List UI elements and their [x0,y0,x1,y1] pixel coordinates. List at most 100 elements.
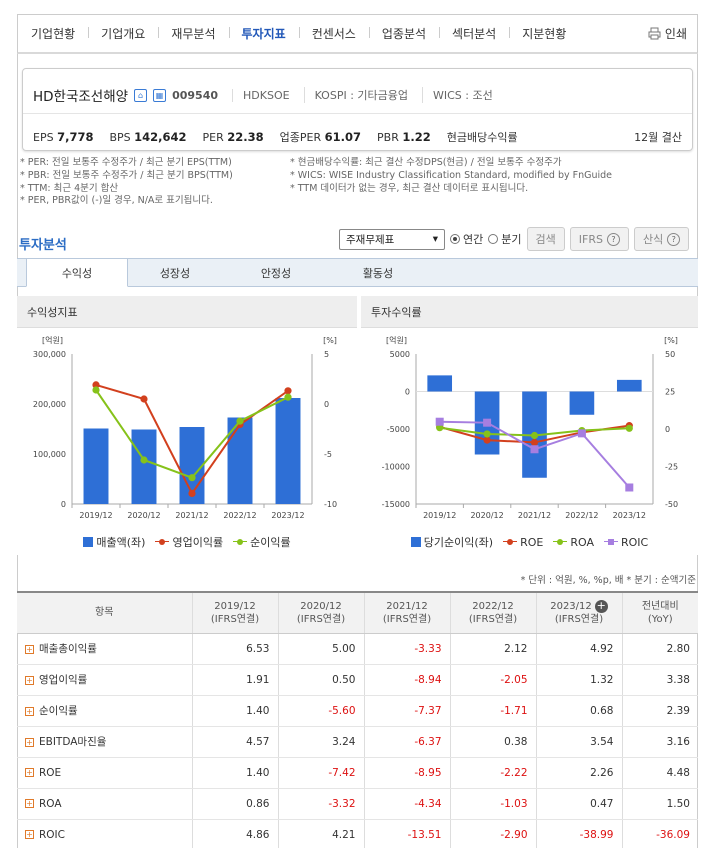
statement-select[interactable]: 주재무제표 ▾ [339,228,445,250]
x-tick-label: 2021/12 [518,511,551,520]
expand-row-icon[interactable]: + [25,675,34,685]
radio-annual[interactable]: 연간 [450,231,483,247]
table-cell: -5.60 [277,695,364,727]
settlement-month: 12월 결산 [634,131,682,144]
row-label[interactable]: + 매출총이익률 [17,633,192,665]
bar [616,379,642,392]
note-line: * WICS: WISE Industry Classification Sta… [290,169,612,181]
expand-plus-icon[interactable]: + [594,598,608,613]
data-point [483,436,491,444]
legend-revenue[interactable]: 매출액(좌) [83,534,145,550]
top-navigation: 기업현황 기업개요 재무분석 투자지표 컨센서스 업종분석 섹터분석 지분현황 … [17,14,698,54]
data-point [577,429,586,438]
table-cell: -8.95 [363,757,450,789]
right-tick-label: -10 [324,500,337,509]
legend-swatch [83,537,94,547]
tab-stability[interactable]: 안정성 [260,267,292,280]
data-point [188,489,196,497]
left-tick-label: -5000 [387,425,410,434]
expand-row-icon[interactable]: + [25,737,34,747]
x-tick-label: 2020/12 [470,511,503,520]
row-label[interactable]: + ROA [17,788,192,820]
legend-roe[interactable]: ROE [503,534,543,550]
chart-title: 수익성지표 [17,296,357,328]
return-chart-panel: 투자수익률 [억원] [%] 5000 0 -5000 -10000 -15000 50 25 0… [361,296,698,555]
left-tick-label: 0 [405,388,410,397]
chevron-down-icon: ▾ [432,233,438,245]
tab-profitability[interactable]: 수익성 [26,258,128,287]
nav-consensus[interactable]: 컨센서스 [298,25,369,42]
notes-left: * PER: 전일 보통주 수정주가 / 최근 분기 EPS(TTM) * PB… [20,157,233,208]
row-label[interactable]: + ROE [17,757,192,789]
bar [569,391,595,415]
data-point [236,417,244,425]
x-tick-label: 2023/12 [271,511,304,520]
formula-button[interactable]: 산식? [633,227,690,251]
row-label[interactable]: + 영업이익률 [17,664,192,696]
search-button[interactable]: 검색 [526,227,565,251]
data-point [140,456,148,464]
profitability-table: 항목 2019/12 (IFRS연결) 2020/12 (IFRS연결) 2021/… [17,591,698,848]
left-tick-label: 5000 [390,350,410,359]
expand-row-icon[interactable]: + [25,799,34,808]
table-cell: 1.50 [621,788,698,820]
table-cell: 6.53 [191,633,278,665]
nav-sector-analysis[interactable]: 섹터분석 [439,25,509,42]
nav-shareholding[interactable]: 지분현황 [509,25,579,42]
notes-right: * 현금배당수익률: 최근 결산 수정DPS(현금) / 전일 보통주 수정주가… [290,157,612,195]
expand-row-icon[interactable]: + [25,706,34,716]
table-cell: 2.39 [621,695,698,727]
left-tick-label: 100,000 [33,450,66,459]
help-icon: ? [667,232,681,246]
table-cell: 0.86 [191,788,278,820]
data-point [92,381,100,389]
legend-operating-margin[interactable]: 영업이익률 [155,534,223,550]
key-stats: EPS 7,778 BPS 142,642 PER 22.38 업종PER 61… [33,129,682,145]
legend-roa[interactable]: ROA [553,534,594,550]
nav-company-status[interactable]: 기업현황 [31,27,76,41]
data-point [92,386,100,394]
data-point [435,417,444,426]
print-button[interactable]: 인쇄 [648,25,687,42]
radio-quarter[interactable]: 분기 [488,231,522,247]
legend-roic[interactable]: ROIC [603,534,648,550]
nav-financial-analysis[interactable]: 재무분석 [158,25,228,42]
nav-investment-indicators[interactable]: 투자지표 [228,25,299,42]
nav-industry-analysis[interactable]: 업종분석 [368,25,439,42]
help-icon: ? [606,232,620,246]
table-cell: -1.71 [449,695,536,727]
section-title: 투자분석 [19,238,67,253]
row-label[interactable]: + EBITDA마진율 [17,726,192,758]
table-cell: 3.54 [535,726,622,758]
table-cell: 4.57 [191,726,278,758]
table-cell: 1.40 [191,757,278,789]
table-cell: 1.32 [535,664,622,696]
units-note: * 단위 : 억원, %, %p, 배 * 분기 : 순액기준 [520,575,696,586]
row-label[interactable]: + 순이익률 [17,695,192,727]
expand-row-icon[interactable]: + [25,644,34,654]
note-line: * PER: 전일 보통주 수정주가 / 최근 분기 EPS(TTM) [20,157,232,168]
home-icon[interactable]: ⌂ [134,88,148,102]
data-point [284,387,292,395]
profitability-chart: [억원] [%] 300,000 200,000 100,000 0 5 0 -5 -10 2019… [33,335,337,520]
formula-button-label: 산식 [642,233,664,246]
nav-company-overview[interactable]: 기업개요 [88,25,158,42]
building-icon[interactable]: ▦ [153,88,167,102]
tab-growth[interactable]: 성장성 [159,267,191,280]
legend-net-margin[interactable]: 순이익률 [233,534,291,550]
printer-icon [648,27,661,40]
expand-row-icon[interactable]: + [25,768,34,777]
table-cell: -2.22 [449,757,536,789]
table-cell: 0.47 [535,788,622,820]
ifrs-button-label: IFRS [578,232,603,246]
x-tick-label: 2021/12 [175,511,208,520]
row-label[interactable]: + ROIC [17,819,192,848]
tab-activity[interactable]: 활동성 [362,267,394,280]
table-header-row: 항목 2019/12 (IFRS연결) 2020/12 (IFRS연결) 2021/… [17,593,698,634]
legend-net-income[interactable]: 당기순이익(좌) [410,534,493,550]
expand-row-icon[interactable]: + [25,830,34,839]
ifrs-button[interactable]: IFRS? [569,227,629,251]
left-axis-unit: [억원] [386,335,407,345]
table-row: + ROA 0.86 -3.32 -4.34 -1.03 0.47 1.50 [17,788,698,820]
search-button-label: 검색 [535,233,556,246]
